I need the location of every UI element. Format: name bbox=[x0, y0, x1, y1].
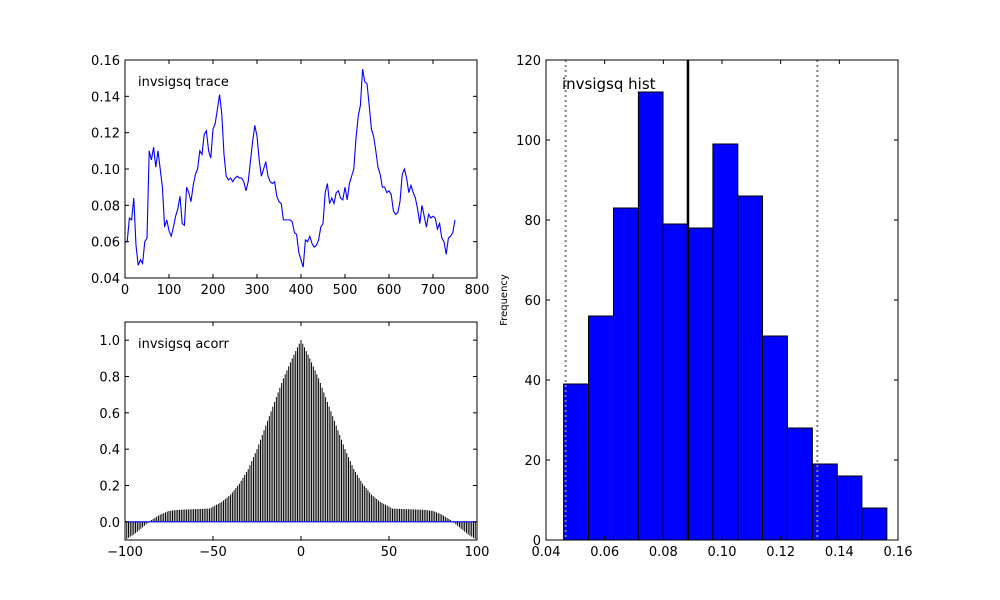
x-tick-label: 0.04 bbox=[532, 545, 561, 560]
y-tick-label: 0.2 bbox=[99, 480, 120, 495]
x-tick-label: 500 bbox=[333, 283, 358, 298]
y-tick-label: 0.4 bbox=[99, 443, 120, 458]
y-tick-label: 0.6 bbox=[99, 407, 120, 422]
y-tick-label: 20 bbox=[524, 454, 541, 469]
x-tick-label: 0.14 bbox=[825, 545, 854, 560]
x-tick-label: 700 bbox=[421, 283, 446, 298]
x-tick-label: 600 bbox=[377, 283, 402, 298]
trace-title: invsigsq trace bbox=[138, 75, 229, 90]
hist-bar bbox=[786, 427, 813, 541]
y-tick-label: 80 bbox=[524, 214, 541, 229]
y-tick-label: 0.08 bbox=[91, 199, 120, 214]
hist-title: invsigsq hist bbox=[562, 75, 656, 93]
hist-bar bbox=[563, 383, 590, 541]
x-tick-label: 300 bbox=[245, 283, 270, 298]
hist-panel: invsigsq hist Frequency 0.04 0.06 0.08 0.10… bbox=[499, 54, 912, 560]
x-tick-label: 200 bbox=[201, 283, 226, 298]
x-tick-label: 400 bbox=[289, 283, 314, 298]
hist-bar bbox=[811, 463, 838, 541]
y-tick-label: 100 bbox=[516, 134, 541, 149]
trace-panel: invsigsq trace 0 100 200 300 400 500 600 700 800… bbox=[91, 54, 489, 298]
y-tick-label: 0.8 bbox=[99, 371, 120, 386]
x-tick-label: 0.12 bbox=[766, 545, 795, 560]
y-tick-label: 0.12 bbox=[91, 127, 120, 142]
x-tick-label: 100 bbox=[465, 545, 490, 560]
hist-bar bbox=[737, 195, 763, 541]
y-tick-label: 0.04 bbox=[91, 272, 120, 287]
x-tick-label: −100 bbox=[107, 545, 143, 560]
trace-series-line bbox=[125, 68, 456, 268]
y-tick-label: 1.0 bbox=[99, 334, 120, 349]
y-tick-label: 0 bbox=[533, 534, 541, 549]
y-tick-label: 40 bbox=[524, 374, 541, 389]
hist-bar bbox=[836, 475, 863, 541]
x-tick-label: 100 bbox=[157, 283, 182, 298]
x-tick-label: −50 bbox=[199, 545, 226, 560]
x-tick-label: 50 bbox=[381, 545, 398, 560]
x-tick-label: 0.16 bbox=[884, 545, 913, 560]
hist-bar bbox=[761, 335, 788, 541]
hist-bar bbox=[662, 223, 689, 541]
acorr-panel: invsigsq acorr −100 −50 0 50 100 0.0 0.2 0.4 0.6… bbox=[99, 321, 490, 560]
y-tick-label: 0.06 bbox=[91, 236, 120, 251]
hist-bar bbox=[637, 91, 664, 541]
y-tick-label: 0.10 bbox=[91, 163, 120, 178]
hist-bar bbox=[712, 143, 739, 541]
hist-bar bbox=[612, 207, 639, 541]
x-tick-label: 0.08 bbox=[649, 545, 678, 560]
x-tick-label: 0 bbox=[297, 545, 305, 560]
y-tick-label: 0.16 bbox=[91, 54, 120, 69]
x-tick-label: 800 bbox=[465, 283, 490, 298]
x-tick-label: 0 bbox=[121, 283, 129, 298]
hist-bar bbox=[687, 227, 714, 541]
hist-ylabel: Frequency bbox=[499, 274, 510, 326]
x-tick-label: 0.06 bbox=[590, 545, 619, 560]
x-tick-label: 0.10 bbox=[708, 545, 737, 560]
y-tick-label: 0.0 bbox=[99, 516, 120, 531]
y-tick-label: 0.14 bbox=[91, 90, 120, 105]
y-tick-label: 120 bbox=[516, 54, 541, 69]
acorr-title: invsigsq acorr bbox=[138, 337, 230, 352]
y-tick-label: 60 bbox=[524, 294, 541, 309]
hist-bar bbox=[588, 315, 614, 541]
hist-bar bbox=[861, 507, 888, 541]
